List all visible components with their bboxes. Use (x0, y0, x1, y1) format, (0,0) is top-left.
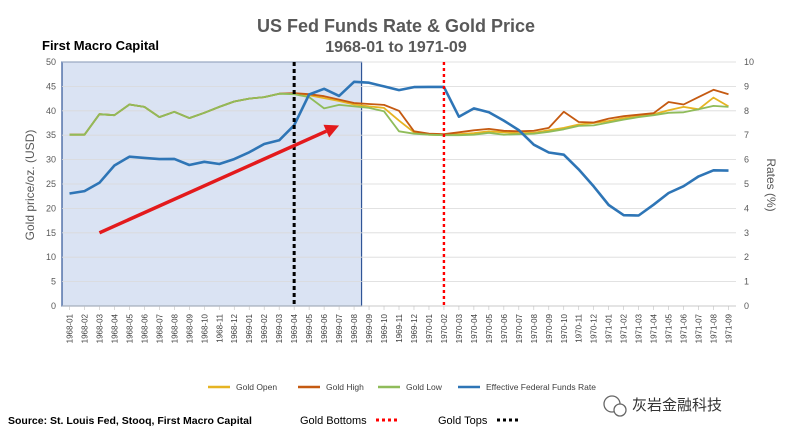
y-tick-right: 10 (744, 57, 754, 67)
x-tick-label: 1969-02 (260, 313, 269, 343)
x-tick-label: 1970-03 (455, 313, 464, 343)
y-tick-left: 25 (46, 179, 56, 189)
x-tick-label: 1970-04 (470, 313, 479, 343)
x-tick-label: 1971-02 (620, 313, 629, 343)
y-tick-left: 40 (46, 106, 56, 116)
x-tick-label: 1969-08 (350, 313, 359, 343)
y-tick-left: 0 (51, 301, 56, 311)
x-tick-label: 1968-07 (155, 313, 164, 343)
x-tick-label: 1968-03 (95, 313, 104, 343)
x-tick-label: 1969-05 (305, 313, 314, 343)
x-tick-label: 1970-12 (590, 313, 599, 343)
y-tick-right: 4 (744, 203, 749, 213)
x-tick-label: 1969-06 (320, 313, 329, 343)
x-tick-label: 1969-03 (275, 313, 284, 343)
x-tick-label: 1969-12 (410, 313, 419, 343)
y-tick-left: 30 (46, 155, 56, 165)
y-tick-left: 15 (46, 228, 56, 238)
y-tick-right: 8 (744, 106, 749, 116)
x-tick-label: 1968-02 (80, 313, 89, 343)
gold-tops-label: Gold Tops (438, 415, 488, 427)
y-tick-left: 35 (46, 130, 56, 140)
y-tick-right: 3 (744, 228, 749, 238)
x-tick-label: 1970-01 (425, 313, 434, 343)
y-tick-left: 20 (46, 203, 56, 213)
trend-arrow-head (323, 124, 340, 138)
x-tick-label: 1969-07 (335, 313, 344, 343)
x-tick-label: 1968-05 (125, 313, 134, 343)
x-tick-label: 1970-08 (530, 313, 539, 343)
x-tick-label: 1971-09 (725, 313, 734, 343)
x-tick-label: 1968-04 (110, 313, 119, 343)
brand-label: First Macro Capital (42, 38, 159, 53)
x-tick-label: 1971-06 (680, 313, 689, 343)
x-tick-label: 1968-11 (215, 313, 224, 342)
y-tick-right: 1 (744, 277, 749, 287)
x-tick-label: 1969-01 (245, 313, 254, 343)
x-tick-label: 1970-07 (515, 313, 524, 343)
x-tick-label: 1969-10 (380, 313, 389, 343)
x-tick-label: 1970-06 (500, 313, 509, 343)
x-tick-label: 1971-07 (695, 313, 704, 343)
y-tick-left: 10 (46, 252, 56, 262)
x-tick-label: 1968-09 (185, 313, 194, 343)
watermark-text: 灰岩金融科技 (632, 396, 722, 414)
x-tick-label: 1969-04 (290, 313, 299, 343)
x-tick-label: 1971-05 (665, 313, 674, 343)
chart-subtitle: 1968-01 to 1971-09 (325, 39, 467, 56)
x-tick-label: 1971-03 (635, 313, 644, 343)
y-tick-left: 45 (46, 81, 56, 91)
y-tick-right: 6 (744, 155, 749, 165)
y-tick-right: 2 (744, 252, 749, 262)
x-tick-label: 1968-06 (140, 313, 149, 343)
series-line-gold-low (69, 92, 729, 137)
series-line-effective-federal-funds-rate (69, 80, 729, 217)
y-tick-right: 5 (744, 179, 749, 189)
legend: Gold Open Gold High Gold Low Effective Fede… (208, 382, 596, 392)
x-tick-label: 1969-09 (365, 313, 374, 343)
x-tick-label: 1971-04 (650, 313, 659, 343)
trend-arrow-shaft (98, 129, 328, 235)
source-note: Source: St. Louis Fed, Stooq, First Macr… (8, 415, 252, 427)
x-tick-label: 1970-09 (545, 313, 554, 343)
y-tick-left: 50 (46, 57, 56, 67)
y-tick-right: 0 (744, 301, 749, 311)
x-tick-label: 1968-10 (200, 313, 209, 343)
legend-label: Effective Federal Funds Rate (486, 382, 596, 392)
x-tick-label: 1968-01 (65, 313, 74, 343)
x-tick-label: 1969-11 (395, 313, 404, 342)
x-tick-label: 1968-12 (230, 313, 239, 343)
legend-label: Gold Open (236, 382, 277, 392)
y-axis-label-left: Gold price/oz. (USD) (23, 130, 37, 241)
chart-title: US Fed Funds Rate & Gold Price (257, 16, 535, 36)
x-tick-label: 1971-08 (710, 313, 719, 343)
y-axis-label-right: Rates (%) (764, 158, 778, 211)
x-tick-label: 1970-10 (560, 313, 569, 343)
watermark-icon (603, 395, 627, 417)
x-tick-label: 1968-08 (170, 313, 179, 343)
y-tick-right: 9 (744, 81, 749, 91)
y-tick-left: 5 (51, 277, 56, 287)
legend-label: Gold High (326, 382, 364, 392)
x-tick-label: 1970-05 (485, 313, 494, 343)
x-tick-label: 1971-01 (605, 313, 614, 343)
x-tick-label: 1970-02 (440, 313, 449, 343)
gold-bottoms-label: Gold Bottoms (300, 415, 367, 427)
y-tick-right: 7 (744, 130, 749, 140)
x-tick-label: 1970-11 (575, 313, 584, 342)
legend-label: Gold Low (406, 382, 443, 392)
